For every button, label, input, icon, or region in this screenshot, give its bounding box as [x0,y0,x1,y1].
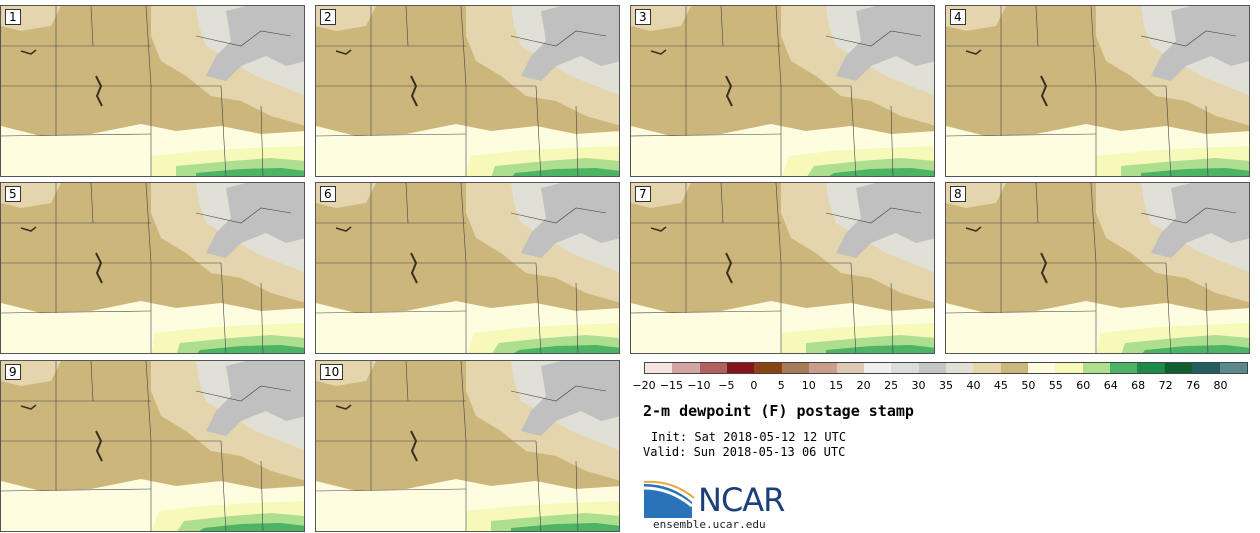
colorbar-swatch [1192,363,1220,373]
colorbar-swatch [1055,363,1083,373]
colorbar-swatch [1082,363,1111,373]
colorbar-tick-label: 80 [1213,379,1228,392]
colorbar [644,362,1248,374]
member-map-panel: 6 [315,182,620,354]
colorbar-swatch [699,363,728,373]
member-map-panel: 3 [630,5,935,177]
ncar-logo-text: NCAR [698,481,785,519]
colorbar-ticks: −20 −15 −10 −5 0 5 10 15 20 25 30 35 40 45 50 55 60 64 68 7… [632,379,1248,393]
colorbar-tick-label: −5 [718,379,735,392]
colorbar-tick-label: 64 [1103,379,1118,392]
colorbar-tick-label: 50 [1021,379,1036,392]
member-map-panel: 7 [630,182,935,354]
colorbar-swatch [863,363,892,373]
colorbar-tick-label: 45 [993,379,1008,392]
colorbar-tick-label: −15 [659,379,684,392]
member-label: 4 [950,9,966,25]
colorbar-tick-label: 40 [966,379,981,392]
colorbar-tick-label: −10 [687,379,711,392]
init-time: Init: Sat 2018-05-12 12 UTC [651,430,847,444]
colorbar-tick-label: 55 [1048,379,1063,392]
colorbar-swatch [1164,363,1193,373]
colorbar-tick-label: 5 [777,379,785,392]
colorbar-tick-label: 25 [884,379,899,392]
colorbar-swatch [781,363,810,373]
colorbar-tick-label: 68 [1131,379,1146,392]
colorbar-swatch [1000,363,1029,373]
member-map-panel: 4 [945,5,1250,177]
valid-time: Valid: Sun 2018-05-13 06 UTC [643,445,846,459]
colorbar-swatch [645,363,673,373]
colorbar-swatch [1110,363,1138,373]
colorbar-swatch [945,363,974,373]
member-label: 9 [5,364,21,380]
member-map-panel: 8 [945,182,1250,354]
member-label: 5 [5,186,21,202]
colorbar-swatch [672,363,700,373]
colorbar-tick-label: 35 [939,379,953,392]
member-label: 7 [635,186,651,202]
member-map-panel: 1 [0,5,305,177]
member-label: 3 [635,9,651,25]
colorbar-swatch [836,363,864,373]
colorbar-tick-label: 72 [1158,379,1173,392]
member-map-panel: 10 [315,360,620,532]
colorbar-swatch [809,363,837,373]
colorbar-swatch [918,363,946,373]
member-map-panel: 2 [315,5,620,177]
colorbar-tick-label: 0 [750,379,758,392]
ncar-logo-icon [643,480,695,518]
member-label: 10 [320,364,344,380]
colorbar-swatch [891,363,919,373]
colorbar-swatch [754,363,782,373]
member-label: 8 [950,186,966,202]
colorbar-swatch [1137,363,1165,373]
colorbar-swatch [1219,363,1247,373]
colorbar-tick-label: 10 [801,379,816,392]
figure-title: 2-m dewpoint (F) postage stamp [643,402,914,420]
member-map-panel: 9 [0,360,305,532]
member-map-panel: 5 [0,182,305,354]
member-label: 6 [320,186,336,202]
colorbar-tick-label: −20 [632,379,656,392]
member-label: 2 [320,9,336,25]
colorbar-swatch [973,363,1001,373]
member-label: 1 [5,9,21,25]
colorbar-tick-label: 60 [1076,379,1091,392]
colorbar-tick-label: 15 [829,379,844,392]
colorbar-tick-label: 76 [1186,379,1201,392]
colorbar-swatch [727,363,755,373]
colorbar-tick-label: 20 [856,379,871,392]
colorbar-tick-label: 30 [911,379,926,392]
colorbar-swatch [1028,363,1056,373]
site-url: ensemble.ucar.edu [653,518,766,531]
